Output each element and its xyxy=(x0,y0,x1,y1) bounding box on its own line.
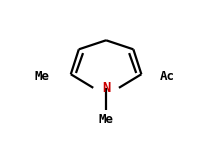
Text: N: N xyxy=(101,81,110,95)
Text: Me: Me xyxy=(34,70,49,83)
Text: Me: Me xyxy=(98,113,113,126)
Text: Ac: Ac xyxy=(159,70,174,83)
